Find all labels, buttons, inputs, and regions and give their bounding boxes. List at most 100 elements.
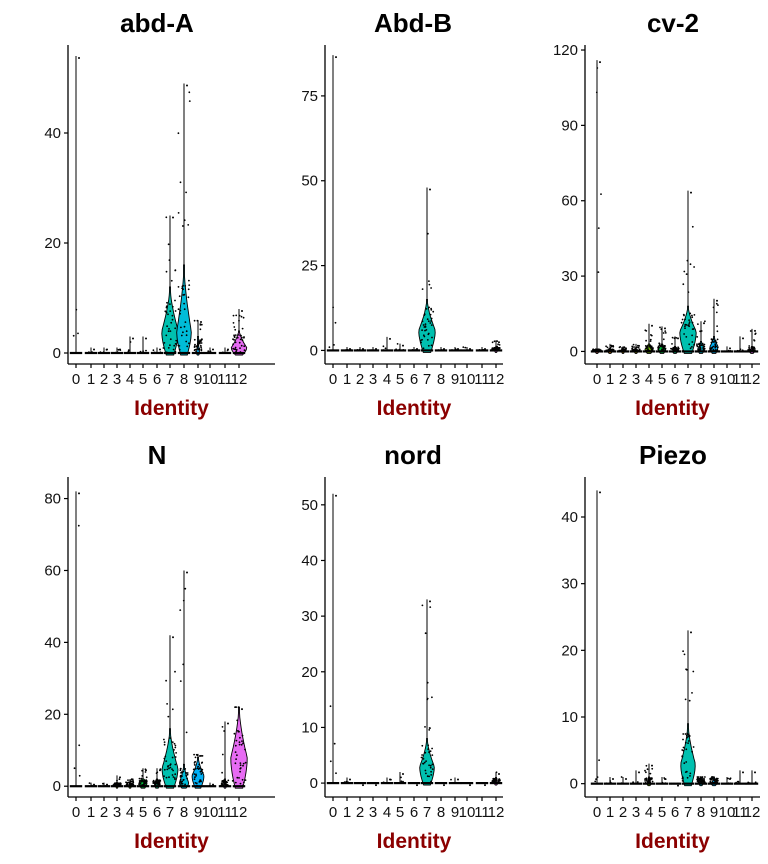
jitter-point	[226, 781, 229, 784]
jitter-point	[714, 344, 717, 347]
x-tick-label: 8	[437, 804, 445, 821]
jitter-point	[233, 352, 236, 354]
jitter-point	[599, 61, 601, 64]
jitter-point	[612, 778, 614, 780]
jitter-point	[683, 333, 685, 335]
jitter-point	[201, 771, 204, 774]
violin-body	[230, 706, 248, 789]
jitter-point	[194, 776, 196, 779]
jitter-point	[113, 783, 115, 786]
jitter-point	[347, 781, 349, 784]
jitter-point	[193, 352, 195, 354]
jitter-point	[716, 299, 718, 302]
x-tick-label: 11	[474, 371, 490, 388]
jitter-point	[99, 351, 102, 354]
jitter-point	[185, 774, 188, 777]
jitter-point	[684, 318, 686, 321]
jitter-point	[140, 777, 143, 780]
jitter-point	[244, 761, 247, 764]
jitter-point	[127, 779, 129, 781]
jitter-point	[696, 780, 699, 782]
jitter-point	[425, 772, 427, 775]
jitter-point	[359, 782, 362, 784]
jitter-point	[664, 347, 667, 350]
x-tick-label: 12	[744, 371, 761, 388]
jitter-point	[636, 346, 638, 349]
jitter-point	[429, 764, 432, 767]
jitter-point	[241, 336, 243, 339]
jitter-point	[646, 768, 649, 771]
jitter-point	[647, 347, 649, 349]
jitter-point	[497, 343, 499, 346]
jitter-point	[493, 346, 496, 349]
jitter-point	[198, 767, 201, 770]
jitter-point	[119, 782, 122, 785]
jitter-point	[699, 776, 702, 778]
jitter-point	[196, 784, 199, 787]
jitter-point	[159, 769, 161, 772]
jitter-point	[232, 343, 235, 346]
jitter-point	[238, 741, 241, 744]
jitter-point	[227, 779, 230, 782]
jitter-point	[116, 779, 118, 782]
jitter-point	[145, 337, 147, 340]
jitter-point	[182, 294, 185, 296]
jitter-point	[680, 321, 683, 324]
jitter-point	[709, 780, 712, 783]
jitter-point	[345, 780, 348, 783]
jitter-point	[495, 771, 498, 774]
jitter-point	[130, 785, 132, 787]
x-tick-label: 11	[732, 804, 748, 821]
jitter-point	[638, 344, 640, 347]
x-axis-title: Identity	[134, 830, 209, 853]
jitter-point	[195, 773, 197, 776]
jitter-point	[430, 774, 433, 776]
jitter-point	[187, 288, 190, 291]
jitter-point	[647, 350, 650, 353]
violin-11: 11	[732, 336, 748, 388]
jitter-point	[356, 349, 359, 351]
jitter-point	[464, 782, 467, 784]
jitter-point	[186, 777, 189, 780]
jitter-point	[684, 325, 686, 328]
jitter-point	[697, 323, 699, 325]
jitter-point	[77, 332, 79, 335]
x-tick-label: 3	[369, 804, 377, 821]
jitter-point	[645, 764, 648, 767]
jitter-point	[179, 784, 182, 787]
jitter-point	[422, 758, 425, 760]
jitter-point	[188, 100, 191, 102]
violin-10: 10	[719, 346, 735, 388]
violin-2: 2	[353, 781, 367, 821]
violin-10: 10	[459, 346, 475, 388]
jitter-point	[598, 759, 600, 762]
jitter-point	[402, 349, 405, 351]
y-tick-label: 0	[570, 776, 578, 793]
panel-title: Piezo	[639, 440, 707, 470]
jitter-point	[174, 670, 176, 673]
jitter-point	[644, 780, 646, 782]
x-tick-label: 5	[396, 804, 404, 821]
jitter-point	[158, 783, 161, 785]
jitter-point	[610, 349, 613, 352]
jitter-point	[144, 782, 147, 785]
jitter-point	[703, 349, 705, 352]
violin-5: 5	[655, 326, 669, 388]
jitter-point	[691, 334, 693, 337]
jitter-point	[469, 784, 471, 787]
x-tick-label: 5	[139, 804, 147, 821]
x-tick-label: 6	[410, 804, 418, 821]
jitter-point	[716, 338, 719, 341]
jitter-point	[716, 346, 719, 349]
jitter-point	[716, 330, 719, 333]
violin-6: 6	[150, 768, 164, 821]
jitter-point	[662, 338, 665, 341]
jitter-point	[497, 349, 500, 352]
jitter-point	[690, 631, 692, 634]
jitter-point	[383, 781, 385, 784]
jitter-point	[240, 334, 242, 337]
jitter-point	[169, 344, 171, 347]
jitter-point	[75, 308, 78, 311]
violin-12: 12	[488, 340, 504, 388]
violin-12: 12	[488, 771, 504, 821]
